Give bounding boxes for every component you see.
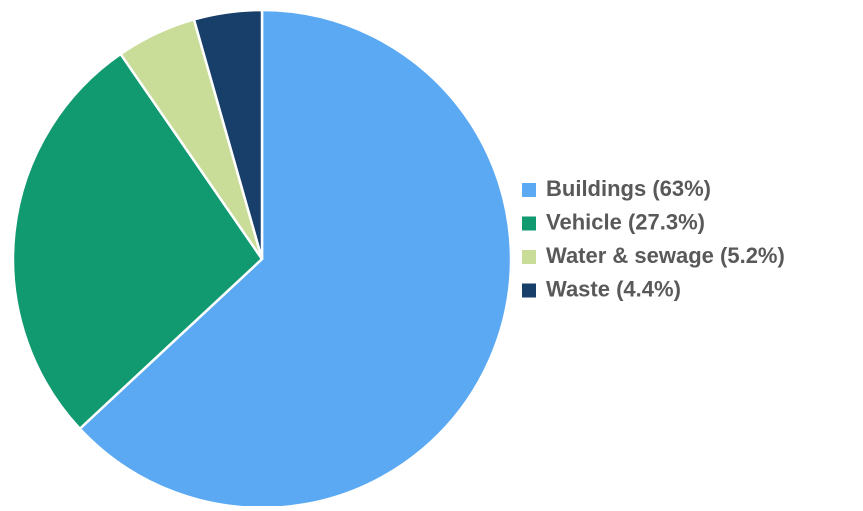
legend-swatch bbox=[522, 183, 536, 197]
pie-slice bbox=[78, 8, 513, 510]
legend-label: Water & sewage (5.2%) bbox=[546, 243, 785, 268]
pie-slice bbox=[11, 52, 264, 431]
pie-slice bbox=[192, 8, 264, 260]
legend-swatch bbox=[522, 216, 536, 231]
legend-swatch bbox=[522, 250, 536, 264]
legend-swatch bbox=[522, 283, 536, 298]
legend-label: Waste (4.4%) bbox=[546, 276, 681, 301]
legend-label: Vehicle (27.3%) bbox=[546, 209, 705, 234]
legend-label: Buildings (63%) bbox=[546, 176, 711, 201]
